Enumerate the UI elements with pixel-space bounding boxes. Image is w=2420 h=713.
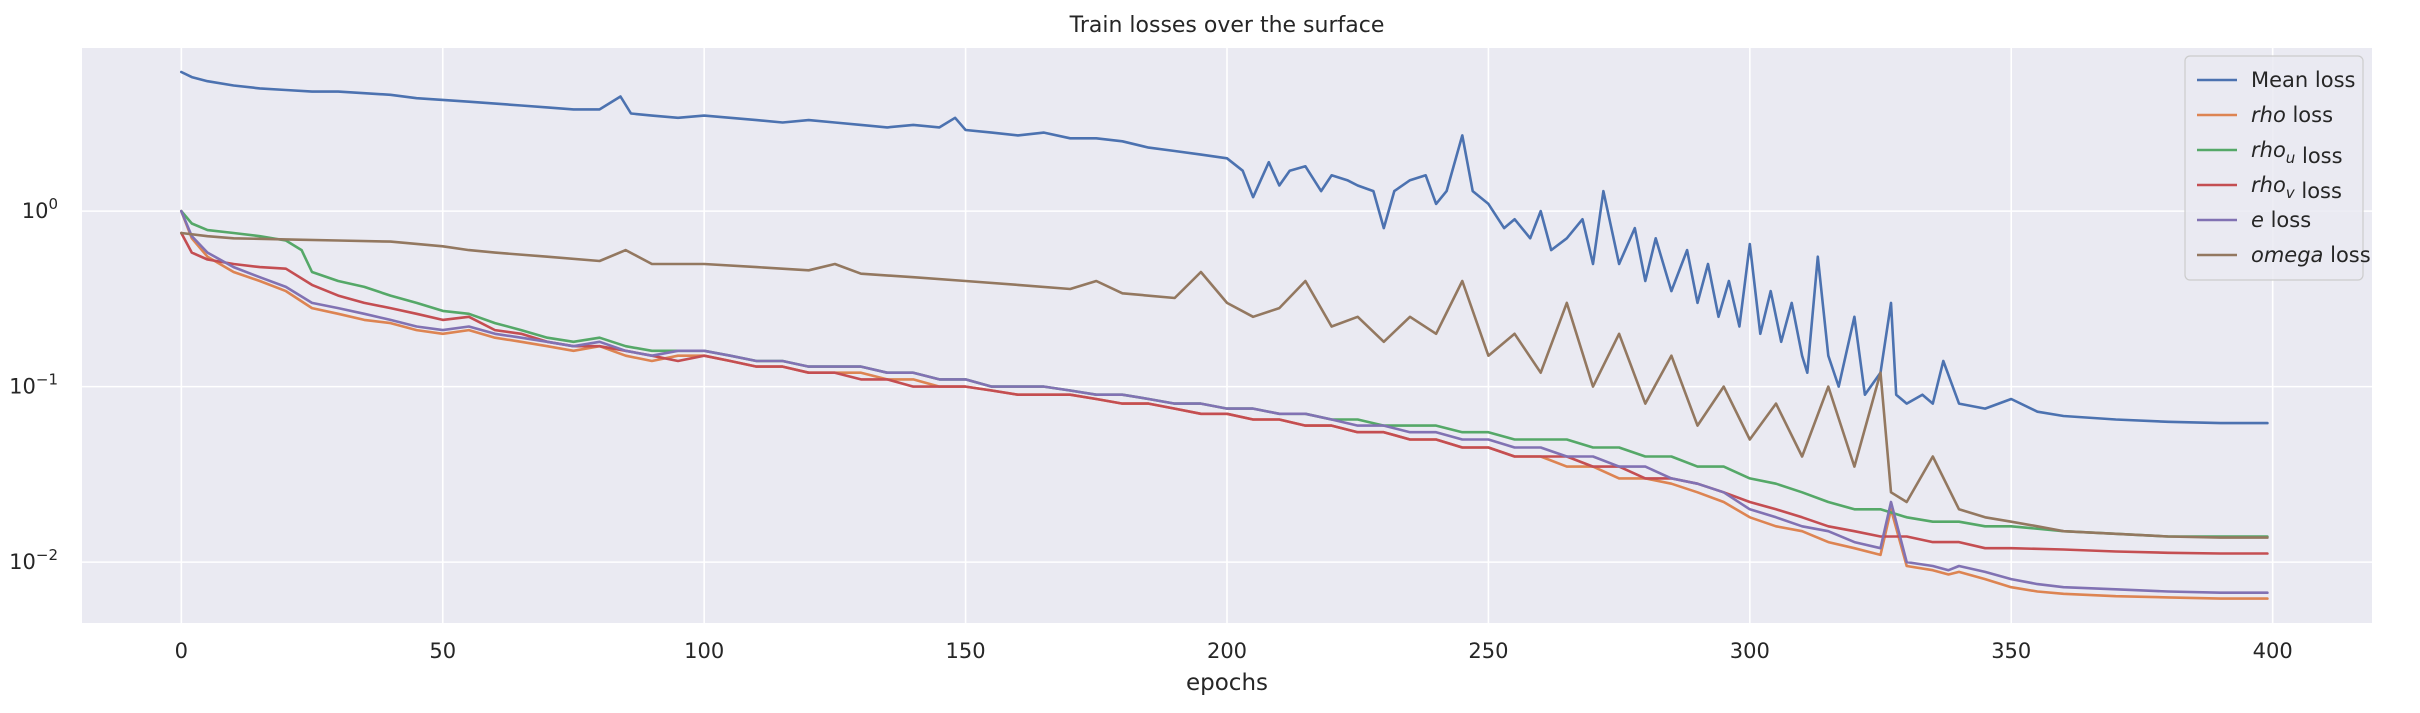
x-tick-label: 150 xyxy=(946,639,986,663)
legend-label: omega loss xyxy=(2251,243,2371,267)
x-tick-label: 250 xyxy=(1468,639,1508,663)
y-tick-label: 10−2 xyxy=(9,546,58,574)
x-axis-label: epochs xyxy=(1186,670,1268,696)
x-tick-labels: 0 50 100 150 200 250 300 350 400 xyxy=(175,639,2293,663)
x-tick-label: 300 xyxy=(1730,639,1770,663)
y-tick-label: 10−1 xyxy=(9,371,58,399)
legend-label: e loss xyxy=(2251,208,2311,232)
legend-label: Mean loss xyxy=(2251,68,2355,92)
x-tick-label: 0 xyxy=(175,639,188,663)
series-line-rho-v-loss xyxy=(180,231,2269,555)
y-tick-label: 100 xyxy=(22,195,58,223)
x-tick-label: 50 xyxy=(429,639,456,663)
y-tick-labels: 10−2 10−1 100 xyxy=(9,195,58,574)
series-lines xyxy=(180,70,2269,600)
legend-box xyxy=(2184,55,2364,281)
x-tick-label: 350 xyxy=(1991,639,2031,663)
series-line-omega-loss xyxy=(180,231,2269,539)
x-tick-label: 400 xyxy=(2253,639,2293,663)
series-line-mean-loss xyxy=(180,70,2269,425)
legend-label: rho loss xyxy=(2251,103,2333,127)
x-tick-label: 100 xyxy=(684,639,724,663)
legend: Mean loss rho loss rhou loss rhov loss e los… xyxy=(2184,55,2371,281)
series-line-e-loss xyxy=(180,209,2269,595)
legend-label: rhou loss xyxy=(2251,138,2343,168)
x-tick-label: 200 xyxy=(1207,639,1247,663)
legend-label: rhov loss xyxy=(2251,173,2342,203)
chart-title: Train losses over the surface xyxy=(1069,13,1385,38)
